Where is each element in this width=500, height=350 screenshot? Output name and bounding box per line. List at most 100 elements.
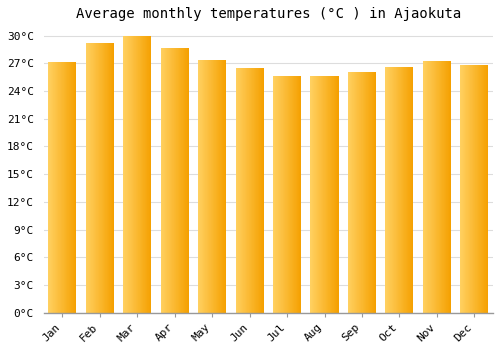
Bar xyxy=(413,67,414,313)
Bar xyxy=(326,76,327,313)
Bar xyxy=(167,48,168,313)
Bar xyxy=(330,76,332,313)
Bar xyxy=(251,68,252,313)
Bar xyxy=(67,62,68,313)
Bar xyxy=(123,35,124,313)
Bar xyxy=(168,48,169,313)
Bar xyxy=(219,61,220,313)
Bar xyxy=(186,48,187,313)
Bar xyxy=(185,48,186,313)
Bar xyxy=(412,67,413,313)
Bar xyxy=(364,71,365,313)
Bar xyxy=(324,76,325,313)
Bar xyxy=(72,62,73,313)
Bar xyxy=(87,43,88,313)
Bar xyxy=(248,68,249,313)
Bar xyxy=(484,65,485,313)
Bar xyxy=(467,65,468,313)
Bar xyxy=(223,61,224,313)
Bar xyxy=(386,67,387,313)
Bar xyxy=(51,62,52,313)
Bar xyxy=(410,67,411,313)
Bar xyxy=(480,65,481,313)
Bar xyxy=(48,62,49,313)
Bar xyxy=(399,67,400,313)
Bar xyxy=(131,35,132,313)
Bar xyxy=(450,61,451,313)
Bar xyxy=(145,35,146,313)
Bar xyxy=(460,65,461,313)
Bar xyxy=(316,76,317,313)
Bar xyxy=(315,76,316,313)
Bar xyxy=(462,65,463,313)
Bar xyxy=(365,71,366,313)
Bar xyxy=(438,61,439,313)
Bar xyxy=(91,43,92,313)
Bar xyxy=(244,68,245,313)
Bar xyxy=(333,76,334,313)
Bar xyxy=(147,35,148,313)
Bar xyxy=(373,71,374,313)
Bar xyxy=(246,68,247,313)
Bar xyxy=(288,76,289,313)
Bar xyxy=(336,76,337,313)
Bar xyxy=(318,76,319,313)
Bar xyxy=(395,67,396,313)
Bar xyxy=(134,35,135,313)
Bar xyxy=(138,35,139,313)
Bar xyxy=(96,43,97,313)
Bar xyxy=(211,61,212,313)
Bar xyxy=(406,67,408,313)
Bar xyxy=(359,71,360,313)
Bar xyxy=(285,76,286,313)
Bar xyxy=(362,71,363,313)
Bar xyxy=(353,71,354,313)
Bar xyxy=(55,62,56,313)
Bar xyxy=(103,43,104,313)
Bar xyxy=(217,61,218,313)
Bar xyxy=(404,67,405,313)
Bar xyxy=(332,76,333,313)
Bar xyxy=(144,35,145,313)
Bar xyxy=(403,67,404,313)
Bar xyxy=(261,68,262,313)
Bar xyxy=(352,71,353,313)
Bar xyxy=(370,71,371,313)
Bar xyxy=(292,76,294,313)
Bar xyxy=(428,61,429,313)
Bar xyxy=(430,61,432,313)
Bar xyxy=(220,61,221,313)
Bar xyxy=(360,71,361,313)
Bar xyxy=(89,43,90,313)
Bar xyxy=(276,76,277,313)
Bar xyxy=(166,48,167,313)
Bar xyxy=(71,62,72,313)
Bar xyxy=(356,71,357,313)
Bar xyxy=(477,65,478,313)
Bar xyxy=(476,65,477,313)
Bar xyxy=(112,43,113,313)
Bar xyxy=(300,76,301,313)
Bar xyxy=(130,35,131,313)
Bar xyxy=(256,68,257,313)
Bar xyxy=(183,48,184,313)
Bar xyxy=(312,76,314,313)
Bar xyxy=(387,67,388,313)
Bar xyxy=(113,43,114,313)
Bar xyxy=(479,65,480,313)
Bar xyxy=(177,48,178,313)
Bar xyxy=(481,65,482,313)
Bar xyxy=(329,76,330,313)
Bar xyxy=(357,71,358,313)
Bar xyxy=(449,61,450,313)
Bar xyxy=(182,48,183,313)
Bar xyxy=(478,65,479,313)
Bar xyxy=(411,67,412,313)
Bar xyxy=(160,48,162,313)
Bar xyxy=(111,43,112,313)
Bar xyxy=(463,65,464,313)
Bar xyxy=(202,61,203,313)
Bar xyxy=(289,76,290,313)
Bar xyxy=(474,65,475,313)
Bar xyxy=(426,61,427,313)
